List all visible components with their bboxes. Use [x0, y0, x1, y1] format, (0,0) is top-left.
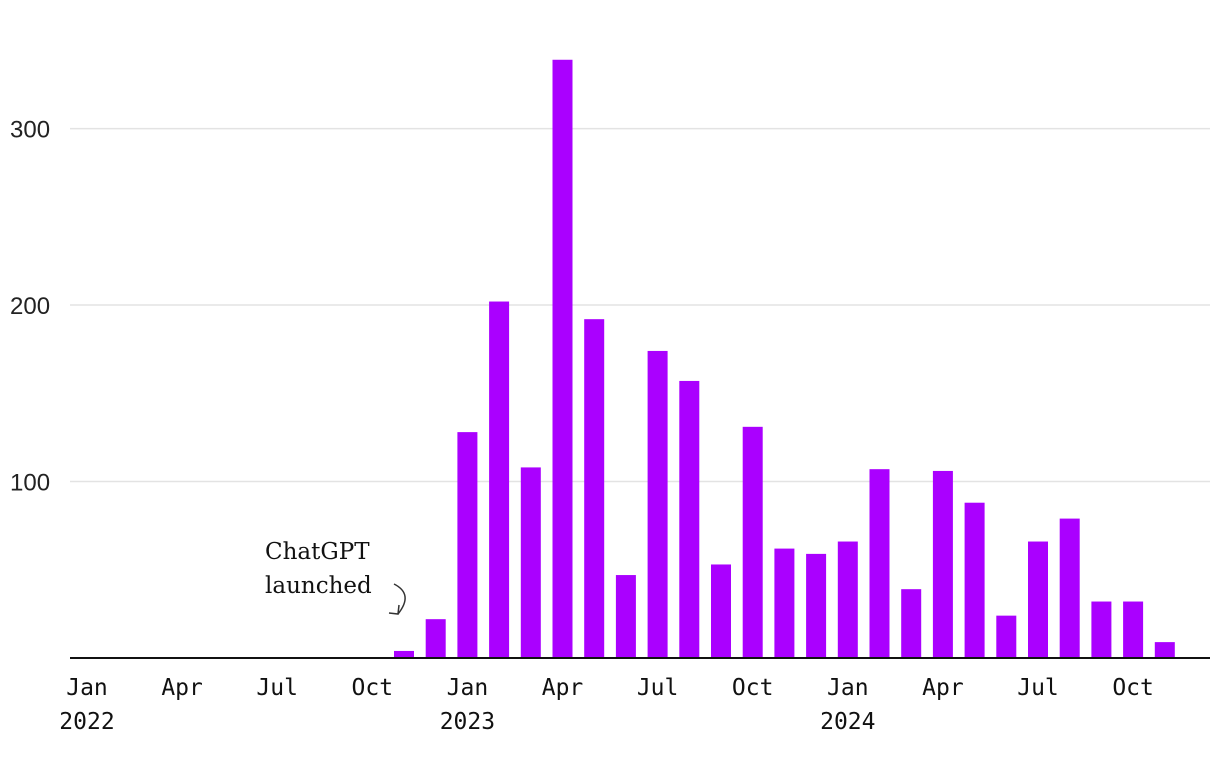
bar-sep-2024 — [1091, 601, 1112, 658]
bar-dec-2022 — [425, 619, 446, 658]
x-tick-label-jan-2022: Jan — [66, 675, 108, 701]
x-tick-label-jan-2024: Jan — [827, 675, 869, 701]
bar-nov-2022 — [394, 650, 414, 658]
y-axis-ticks: 100 200 300 — [10, 117, 50, 497]
chatgpt-annotation: ChatGPT launched — [265, 539, 406, 615]
x-tick-label-jul-2024: Jul — [1017, 675, 1059, 701]
x-tick-label-oct-2022: Oct — [352, 675, 394, 701]
bar-may-2023 — [584, 319, 605, 658]
gridlines — [70, 127, 1210, 483]
y-tick-label-300: 300 — [10, 117, 50, 144]
bar-jun-2024 — [996, 615, 1017, 658]
y-tick-label-200: 200 — [10, 293, 50, 320]
x-tick-label-oct-2024: Oct — [1112, 675, 1154, 701]
bars — [394, 59, 1175, 658]
annotation-line-1: ChatGPT — [265, 539, 370, 565]
annotation-line-2: launched — [265, 573, 372, 599]
bar-nov-2024 — [1154, 642, 1175, 658]
bar-jun-2023 — [615, 575, 636, 658]
x-tick-label-jan-2023: Jan — [447, 675, 489, 701]
x-tick-label-apr-2023: Apr — [542, 675, 584, 701]
bar-aug-2024 — [1059, 518, 1080, 658]
bar-jul-2024 — [1028, 541, 1048, 658]
x-tick-label-apr-2024: Apr — [922, 675, 964, 701]
x-tick-label-apr-2022: Apr — [161, 675, 203, 701]
bar-apr-2024 — [932, 470, 953, 658]
bar-jul-2023 — [647, 350, 668, 658]
x-tick-label-jul-2022: Jul — [256, 675, 298, 701]
x-tick-label-oct-2023: Oct — [732, 675, 774, 701]
x-tick-label-jul-2023: Jul — [637, 675, 679, 701]
x-tick-year-2024: 2024 — [820, 709, 875, 735]
x-tick-year-2023: 2023 — [440, 709, 495, 735]
annotation-arrow — [388, 583, 406, 615]
bar-dec-2023 — [806, 553, 827, 658]
y-tick-label-100: 100 — [10, 470, 50, 497]
bar-oct-2023 — [742, 426, 763, 658]
bar-jan-2024 — [837, 541, 858, 658]
bar-mar-2024 — [901, 589, 922, 658]
x-tick-year-2022: 2022 — [59, 709, 114, 735]
bar-mar-2023 — [520, 467, 541, 658]
bar-jan-2023 — [457, 432, 478, 658]
bar-feb-2024 — [869, 469, 890, 658]
bar-aug-2023 — [679, 380, 700, 658]
bar-oct-2024 — [1123, 601, 1144, 658]
x-axis-ticks: Jan 2022 Apr Jul Oct Jan 2023 Apr Jul Oct Jan 2024 A… — [59, 675, 1154, 735]
bar-feb-2023 — [489, 301, 510, 658]
bar-may-2024 — [964, 502, 985, 658]
bar-apr-2023 — [552, 59, 573, 658]
bar-sep-2023 — [711, 564, 731, 658]
bar-nov-2023 — [774, 548, 795, 658]
